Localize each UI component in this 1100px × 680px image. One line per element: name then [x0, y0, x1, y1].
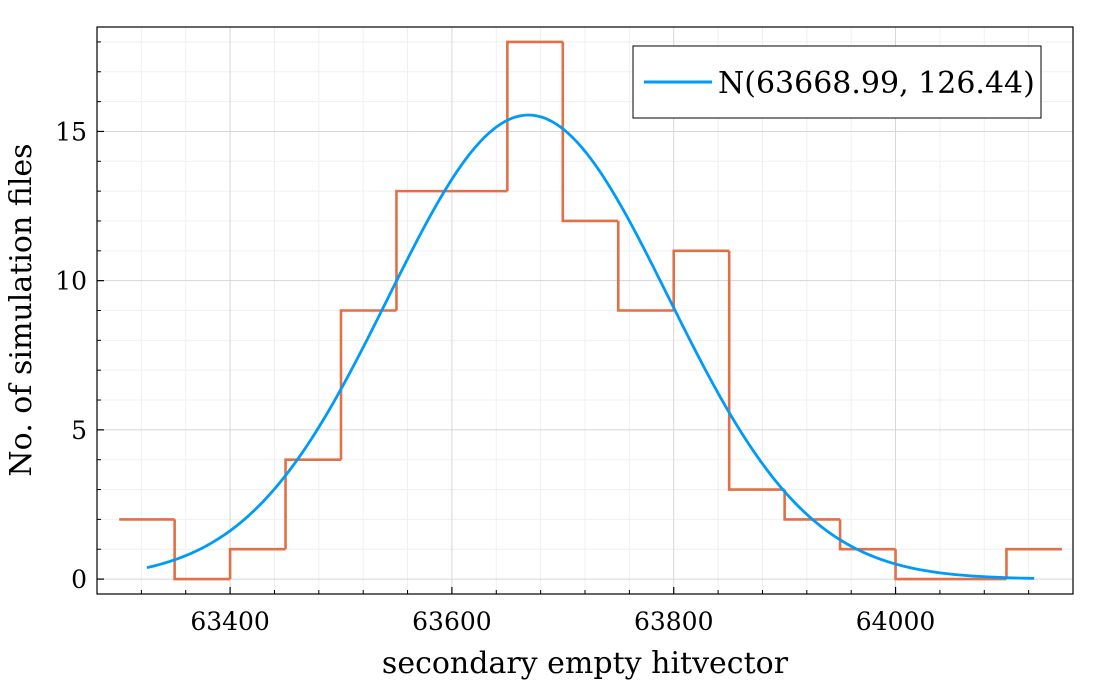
x-tick-label: 63400: [190, 607, 270, 636]
histogram-bin: [228, 547, 286, 580]
histogram-bin: [1005, 547, 1062, 580]
legend-label: N(63668.99, 126.44): [718, 66, 1035, 101]
normal-curve-line: [146, 113, 1035, 580]
histogram-bin: [727, 250, 785, 491]
x-tick-label: 63800: [634, 607, 714, 636]
histogram-bin: [395, 189, 452, 311]
x-tick-label: 64000: [856, 607, 936, 636]
x-tick-labels: 63400 63600 63800 64000: [190, 607, 935, 636]
histogram-bin: [894, 549, 951, 581]
y-tick-labels: 0 5 10 15: [55, 117, 87, 594]
histogram-bin: [173, 519, 231, 581]
axis-ticks: [97, 41, 1030, 594]
histogram-bars: [119, 40, 1062, 581]
x-axis-title: secondary empty hitvector: [382, 646, 789, 680]
legend: N(63668.99, 126.44): [632, 45, 1042, 119]
histogram-bin: [783, 489, 841, 521]
histogram-bin: [506, 40, 563, 192]
grid: [97, 27, 1073, 594]
y-tick-label: 5: [71, 416, 87, 445]
histogram-bin: [561, 41, 619, 223]
histogram-bin: [284, 458, 341, 550]
normal-fit-curve: [146, 113, 1035, 580]
histogram-bin: [838, 519, 896, 551]
histogram-bin: [339, 309, 397, 460]
y-tick-label: 10: [55, 267, 87, 296]
y-tick-label: 0: [71, 565, 87, 594]
x-tick-label: 63600: [412, 607, 492, 636]
histogram-bin: [672, 249, 730, 311]
y-tick-label: 15: [55, 117, 87, 146]
histogram-bin: [616, 220, 674, 312]
y-axis-title: No. of simulation files: [4, 143, 39, 476]
